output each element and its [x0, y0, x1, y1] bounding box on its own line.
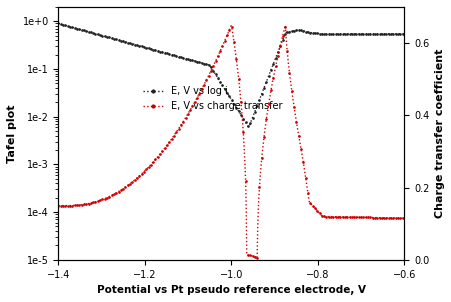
Y-axis label: Tafel plot: Tafel plot: [7, 104, 17, 162]
X-axis label: Potential vs Pt pseudo reference electrode, V: Potential vs Pt pseudo reference electro…: [97, 285, 365, 295]
Legend: E, V vs log i, E, V vs charge transfer: E, V vs log i, E, V vs charge transfer: [139, 83, 285, 115]
Y-axis label: Charge transfer coefficient: Charge transfer coefficient: [434, 49, 444, 218]
